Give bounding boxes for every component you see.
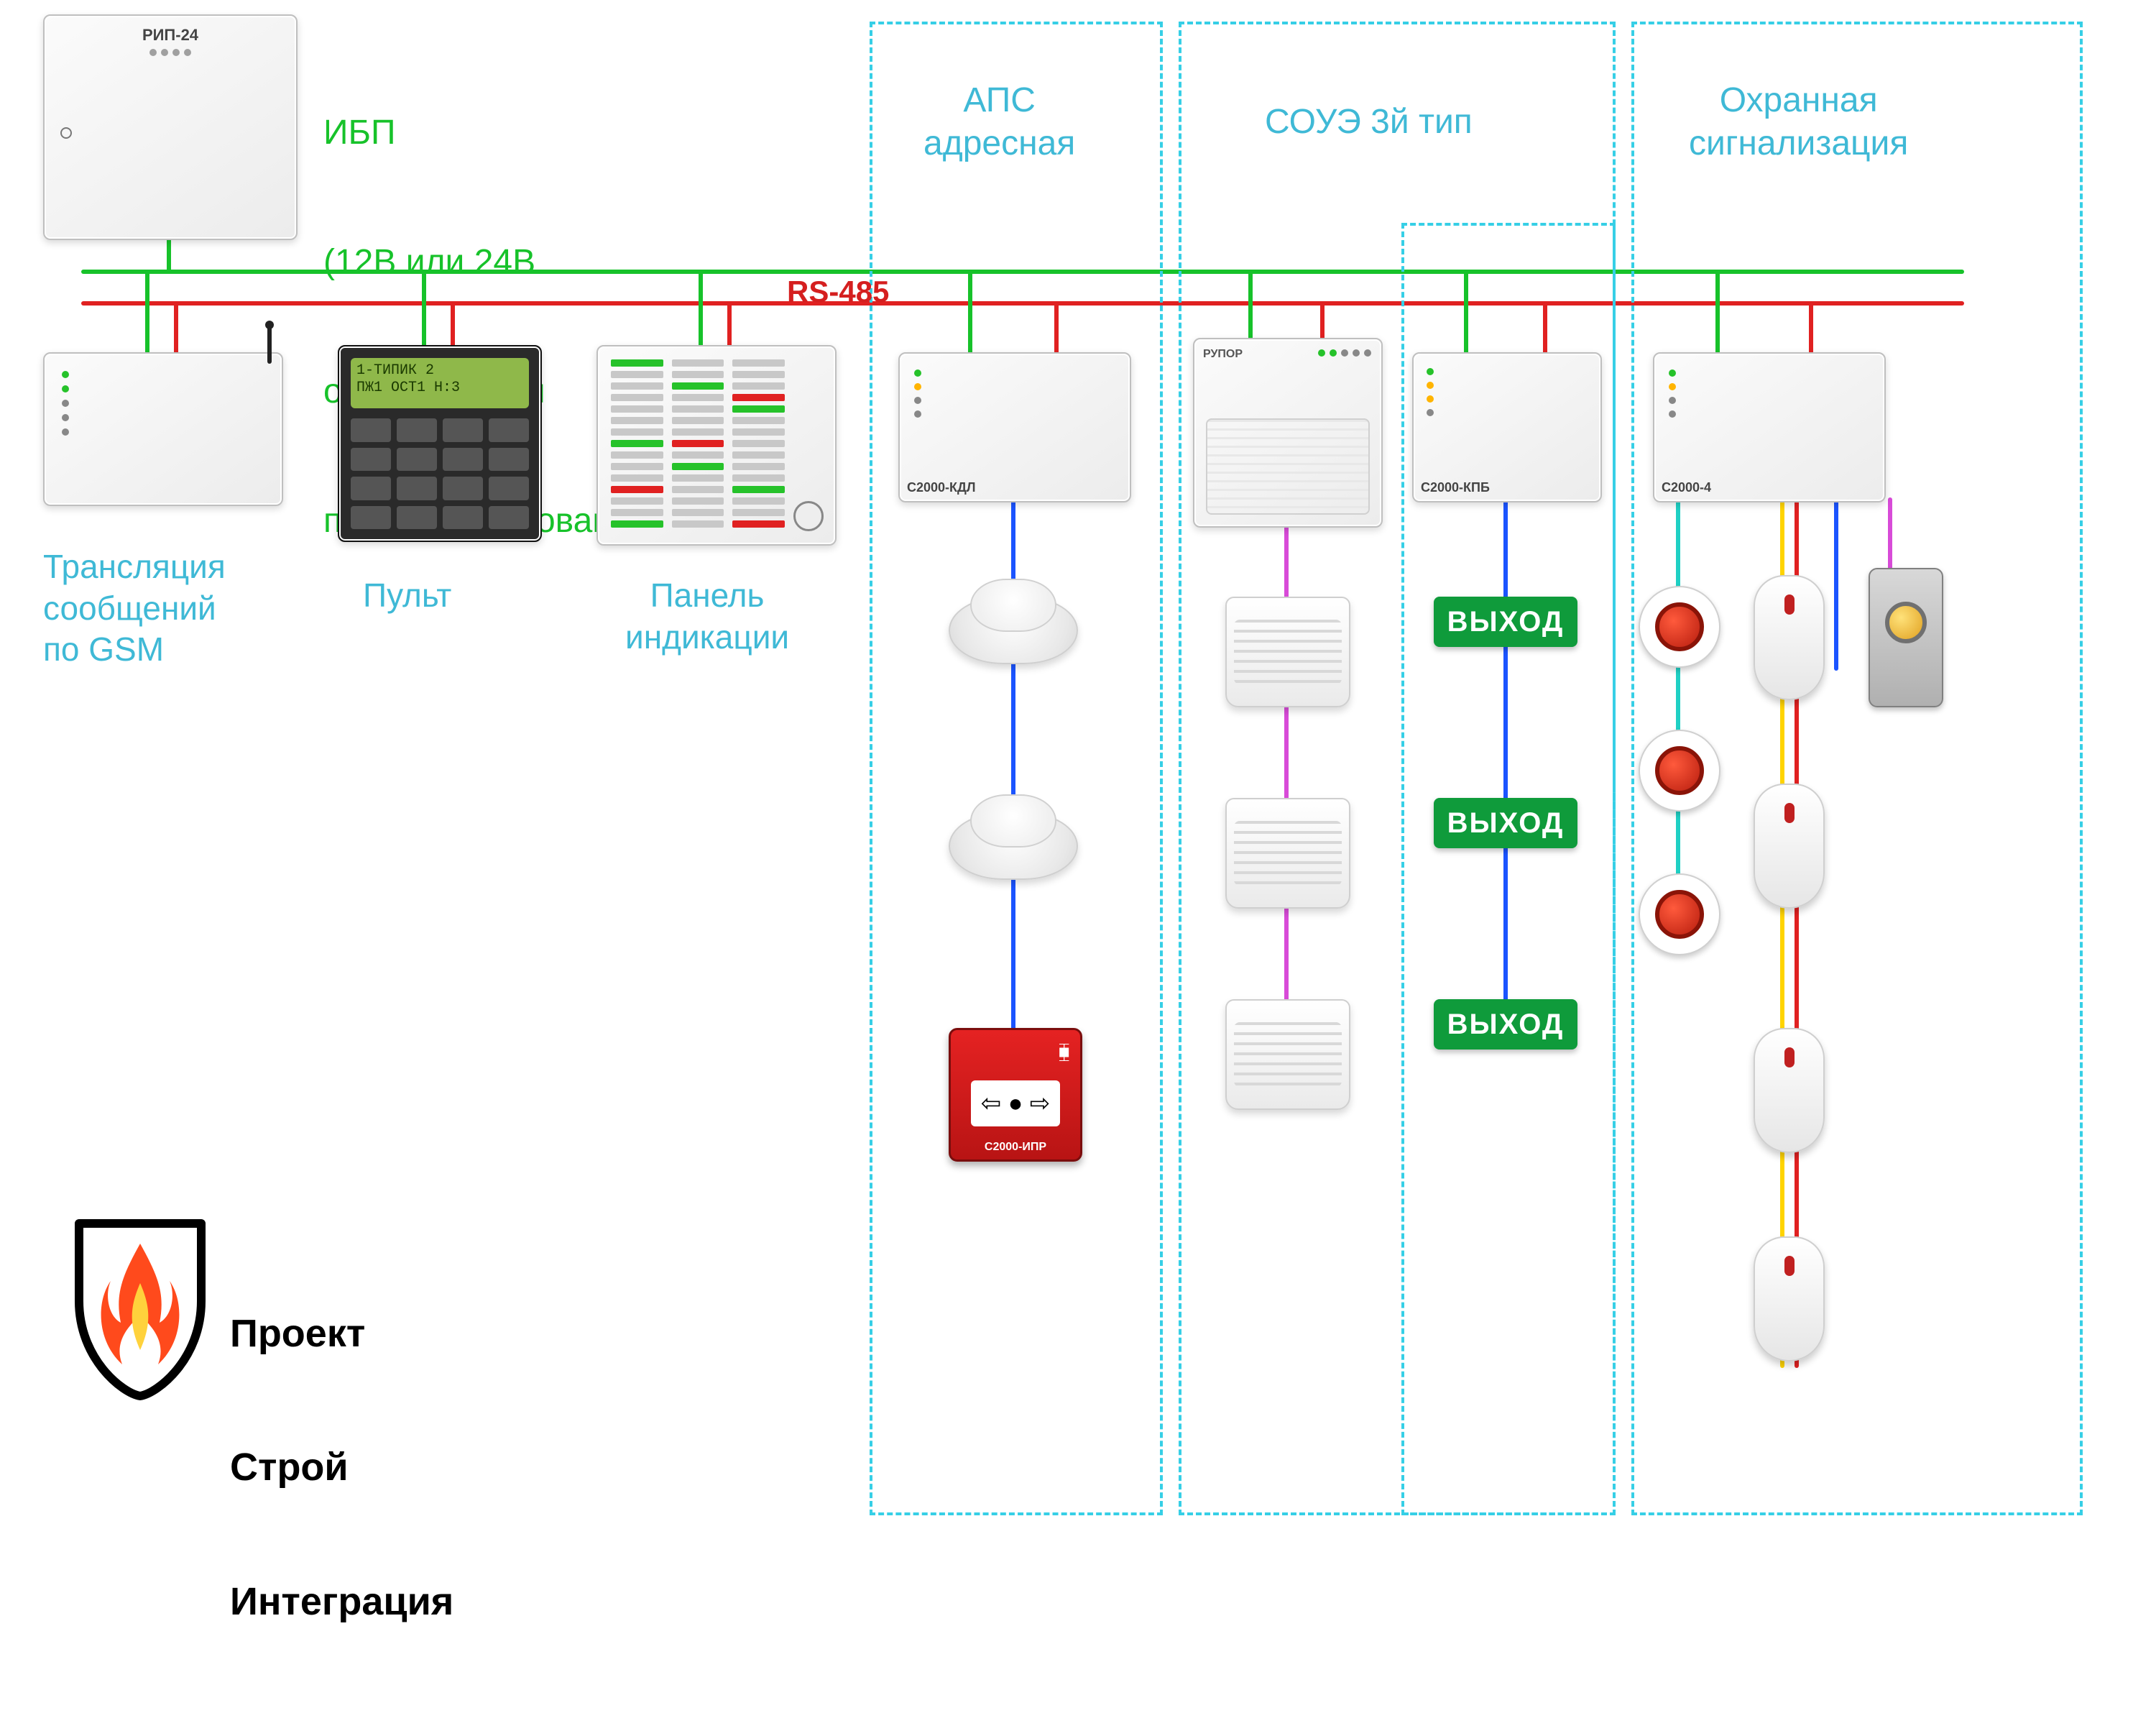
smoke-detector-1 bbox=[949, 575, 1078, 661]
caption-pult: Пульт bbox=[363, 575, 451, 617]
logo-line-3: Интеграция bbox=[230, 1579, 453, 1624]
exit-sign-2: ВЫХОД bbox=[1434, 798, 1577, 848]
device-gsm bbox=[43, 352, 283, 506]
device-ups: РИП-24 bbox=[43, 14, 298, 240]
zone-guard-label: Охранная сигнализация bbox=[1689, 79, 1908, 165]
panic-button-2 bbox=[1639, 730, 1720, 812]
pir-sensor-4 bbox=[1754, 1236, 1825, 1361]
panic-button-3 bbox=[1639, 873, 1720, 955]
metal-exit-button bbox=[1869, 568, 1943, 707]
device-kpb-model: С2000-КПБ bbox=[1421, 480, 1490, 495]
company-logo bbox=[65, 1215, 216, 1405]
pir-sensor-1 bbox=[1754, 575, 1825, 700]
zone-aps-label: АПС адресная bbox=[923, 79, 1075, 165]
device-pult: 1-ТИПИК 2ПЖ1 ОСТ1 Н:3 bbox=[338, 345, 542, 542]
device-ups-model: РИП-24 bbox=[142, 26, 198, 45]
zone-aps bbox=[870, 22, 1163, 1515]
caption-gsm: Трансляция сообщений по GSM bbox=[43, 546, 226, 671]
pir-sensor-3 bbox=[1754, 1028, 1825, 1153]
device-kpb: С2000-КПБ bbox=[1412, 352, 1602, 502]
mcp-glyph: ⇦ ● ⇨ bbox=[971, 1080, 1060, 1126]
speaker-2 bbox=[1225, 798, 1350, 909]
exit-sign-3: ВЫХОД bbox=[1434, 999, 1577, 1050]
bus-label: RS-485 bbox=[787, 273, 889, 311]
mcp-model: С2000-ИПР bbox=[951, 1141, 1080, 1154]
device-rupor-model: РУПОР bbox=[1203, 348, 1243, 361]
pir-sensor-2 bbox=[1754, 784, 1825, 909]
caption-panel: Панель индикации bbox=[625, 575, 789, 658]
company-name: Проект Строй Интеграция bbox=[230, 1222, 453, 1713]
flame-shield-icon bbox=[65, 1215, 216, 1402]
device-kdl: С2000-КДЛ bbox=[898, 352, 1131, 502]
zone-soue-label: СОУЭ 3й тип bbox=[1265, 101, 1473, 144]
device-rupor: РУПОР bbox=[1193, 338, 1383, 528]
diagram-stage: РИП-24 ИБП (12В или 24В определяется при… bbox=[0, 0, 2156, 1530]
speaker-3 bbox=[1225, 999, 1350, 1110]
logo-line-2: Строй bbox=[230, 1445, 453, 1489]
manual-call-point: ⧯ ⇦ ● ⇨ С2000-ИПР bbox=[949, 1028, 1082, 1162]
device-panel bbox=[596, 345, 837, 546]
panic-button-1 bbox=[1639, 586, 1720, 668]
device-kdl-model: С2000-КДЛ bbox=[907, 480, 975, 495]
smoke-detector-2 bbox=[949, 791, 1078, 877]
device-s4-model: С2000-4 bbox=[1662, 480, 1711, 495]
exit-sign-1: ВЫХОД bbox=[1434, 597, 1577, 647]
ups-title: ИБП bbox=[323, 111, 661, 155]
device-s2000-4: С2000-4 bbox=[1653, 352, 1886, 502]
logo-line-1: Проект bbox=[230, 1311, 453, 1356]
speaker-1 bbox=[1225, 597, 1350, 707]
ups-line1: (12В или 24В bbox=[323, 241, 661, 284]
